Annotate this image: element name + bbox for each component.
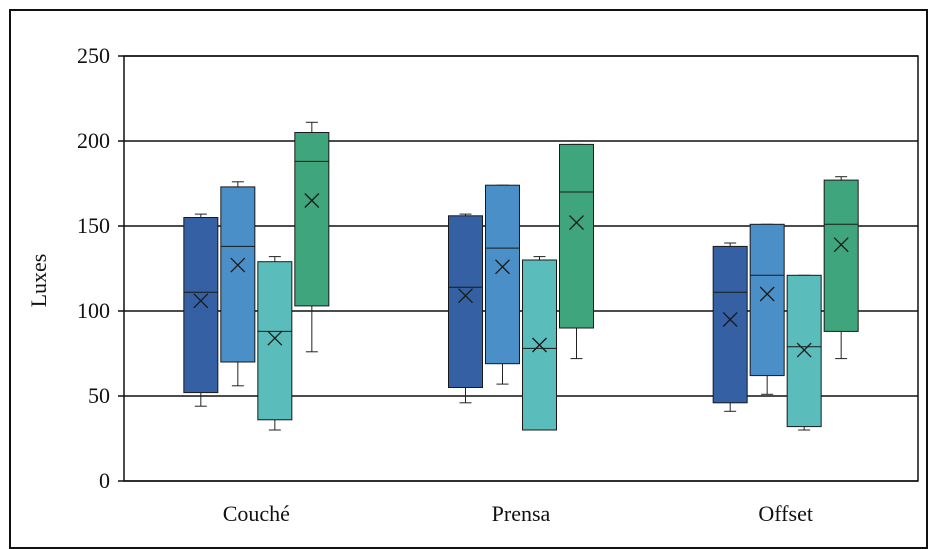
box xyxy=(559,143,594,360)
box xyxy=(485,184,520,385)
y-tick-label: 0 xyxy=(99,468,110,493)
box xyxy=(749,223,785,395)
box-plot-chart: 0 50 100 150 200 250 Couché Prensa Offset Luxes xyxy=(26,43,919,526)
x-category-label: Offset xyxy=(758,501,813,526)
box-body xyxy=(220,186,256,363)
mean-marker xyxy=(833,237,849,253)
box-body xyxy=(712,245,748,404)
mean-marker xyxy=(230,257,246,273)
mean-marker xyxy=(267,330,283,346)
y-axis-ticks: 0 50 100 150 200 250 xyxy=(77,43,124,493)
box-body xyxy=(294,132,330,307)
box xyxy=(786,274,822,431)
box-body xyxy=(559,143,594,329)
y-tick-label: 100 xyxy=(77,298,110,323)
box xyxy=(294,121,330,353)
x-category-label: Couché xyxy=(223,501,290,526)
box-body xyxy=(183,217,219,394)
mean-marker xyxy=(759,286,775,302)
box xyxy=(448,213,483,404)
y-tick-label: 50 xyxy=(88,383,110,408)
x-category-label: Prensa xyxy=(492,501,551,526)
box xyxy=(257,256,293,431)
box-group-offset xyxy=(712,176,859,431)
box-body xyxy=(257,261,293,421)
box-body xyxy=(749,223,785,377)
mean-marker xyxy=(304,193,320,208)
mean-marker xyxy=(569,215,584,231)
mean-marker xyxy=(722,312,738,327)
x-axis-categories: Couché Prensa Offset xyxy=(223,501,813,526)
box xyxy=(220,181,256,387)
box xyxy=(823,176,859,360)
box-group-couché xyxy=(183,121,330,431)
plot-area-border xyxy=(123,55,919,482)
box xyxy=(522,256,557,431)
box-group-prensa xyxy=(448,143,594,431)
mean-marker xyxy=(495,259,510,275)
y-tick-label: 250 xyxy=(77,43,110,68)
mean-marker xyxy=(796,342,812,358)
box-series xyxy=(183,121,859,431)
box-body xyxy=(823,179,859,332)
box xyxy=(712,242,748,412)
y-tick-label: 150 xyxy=(77,213,110,238)
y-tick-label: 200 xyxy=(77,128,110,153)
box-body xyxy=(485,184,520,365)
box-body xyxy=(448,215,483,388)
mean-marker xyxy=(193,293,209,309)
y-axis-title: Luxes xyxy=(26,254,51,308)
mean-marker xyxy=(532,337,547,353)
mean-marker xyxy=(458,288,473,304)
box xyxy=(183,213,219,407)
